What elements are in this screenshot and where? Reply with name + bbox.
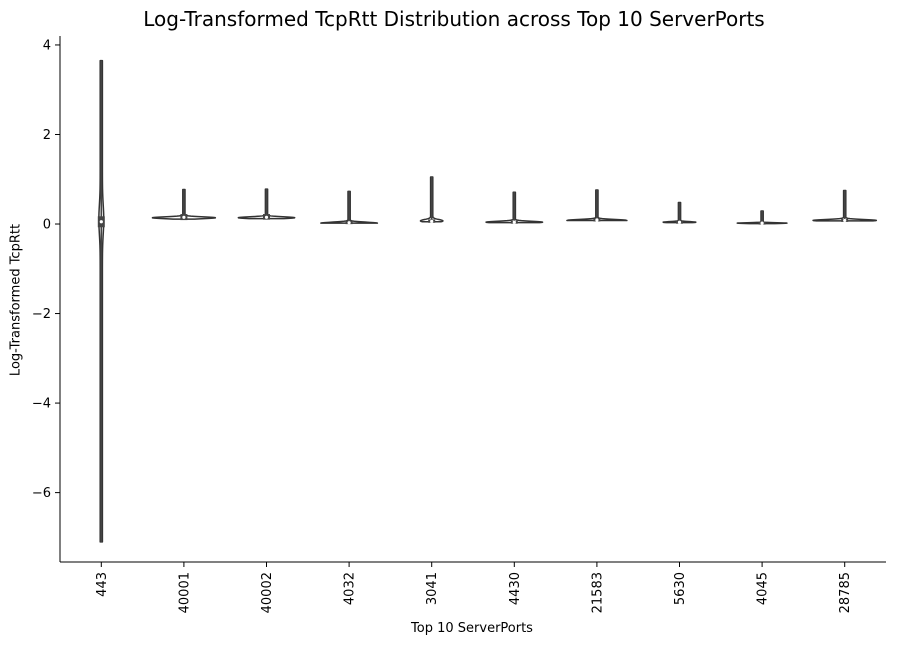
x-tick-label: 40001 xyxy=(177,572,192,613)
x-tick-label: 5630 xyxy=(673,572,688,605)
violin-median xyxy=(760,221,764,225)
violin-median xyxy=(595,218,599,222)
violin-median xyxy=(347,221,351,225)
violin-median xyxy=(99,220,103,224)
violin-median xyxy=(182,215,186,219)
y-tick-label: 4 xyxy=(43,38,51,53)
violin-median xyxy=(677,220,682,224)
x-tick-label: 4430 xyxy=(508,572,523,605)
chart-title: Log-Transformed TcpRtt Distribution acro… xyxy=(143,7,765,31)
y-tick-label: −4 xyxy=(32,397,51,412)
violin-median xyxy=(843,218,847,223)
x-tick-label: 40002 xyxy=(260,572,275,613)
x-tick-label: 28785 xyxy=(838,572,853,613)
violin-median xyxy=(430,219,434,223)
x-tick-label: 4032 xyxy=(343,572,358,605)
x-tick-label: 4045 xyxy=(756,572,771,605)
x-axis-label: Top 10 ServerPorts xyxy=(411,621,533,636)
y-tick-label: 2 xyxy=(43,128,51,143)
violin-median xyxy=(264,215,269,219)
x-tick-label: 21583 xyxy=(590,572,605,613)
y-tick-label: −2 xyxy=(32,307,51,322)
y-tick-label: 0 xyxy=(43,218,51,233)
y-tick-label: −6 xyxy=(32,486,51,501)
violin-median xyxy=(512,220,516,224)
x-tick-label: 3041 xyxy=(425,572,440,605)
x-tick-label: 443 xyxy=(95,572,110,597)
